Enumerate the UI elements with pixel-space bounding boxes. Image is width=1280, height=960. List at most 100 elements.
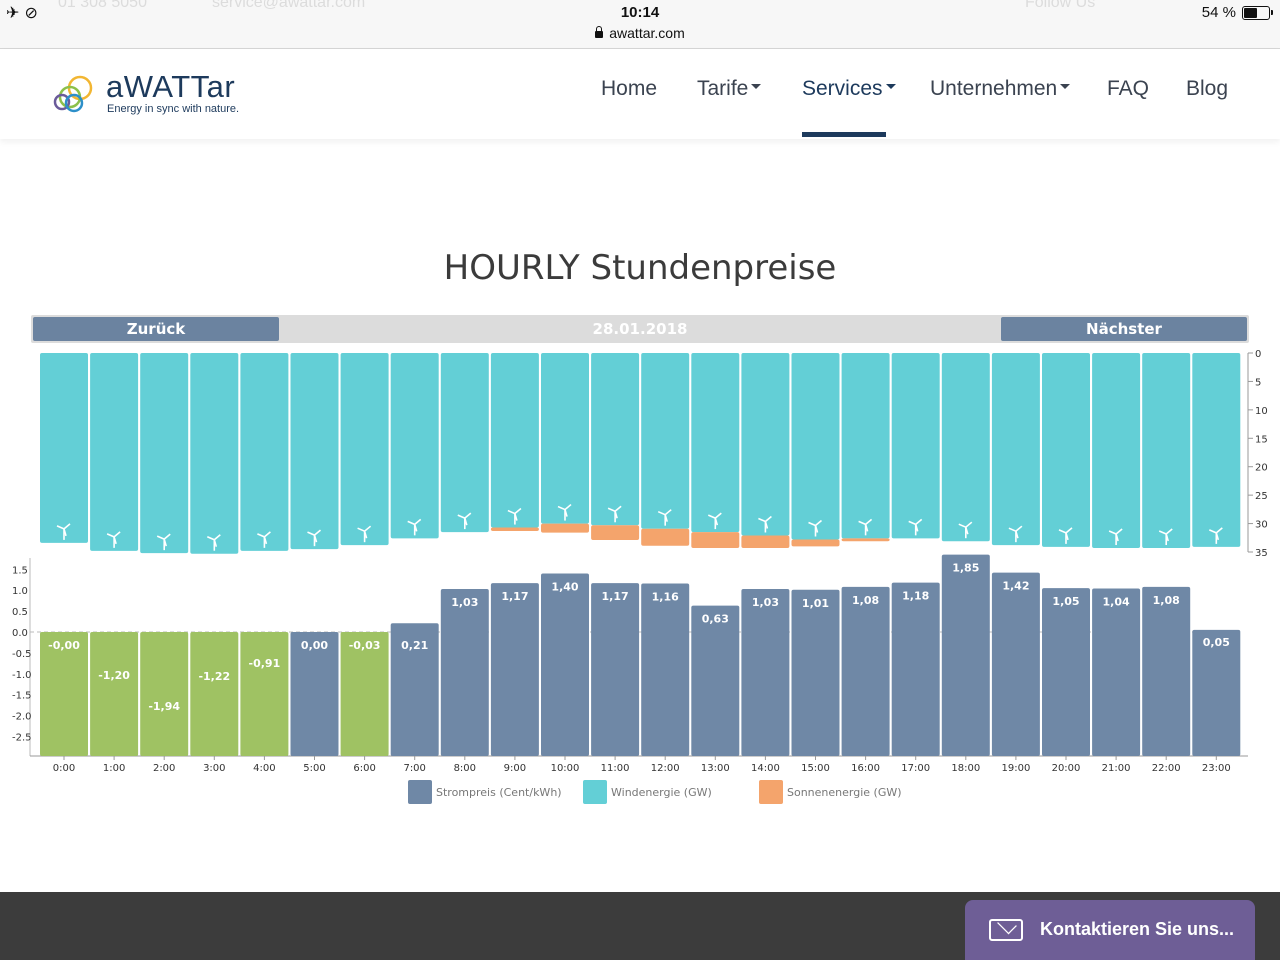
energy-axis-tick-label: 15 [1255, 434, 1268, 445]
x-axis-tick-label: 21:00 [1102, 763, 1131, 774]
wind-bar [891, 353, 940, 539]
wind-turbine-icon [1008, 525, 1023, 543]
price-axis-tick-label: -2.0 [12, 712, 32, 723]
wind-bar [991, 353, 1040, 546]
wind-turbine-icon [808, 519, 823, 537]
price-bar [440, 588, 489, 756]
nav-item-unternehmen[interactable]: Unternehmen [930, 77, 1071, 107]
wind-turbine-icon [206, 534, 221, 551]
wind-bar [941, 353, 990, 542]
price-value-label: 1,17 [501, 590, 528, 603]
price-value-label: 1,17 [602, 590, 629, 603]
price-bar [1042, 588, 1090, 756]
x-axis-tick-label: 12:00 [651, 763, 680, 774]
price-bar [240, 632, 289, 756]
wind-bar [140, 353, 189, 554]
nav-item-faq[interactable]: FAQ [1107, 77, 1149, 107]
wind-bar [1042, 353, 1090, 547]
price-bar [641, 583, 690, 756]
caret-down-icon [885, 83, 896, 89]
nav-item-home[interactable]: Home [601, 77, 657, 107]
nav-label: Home [601, 77, 658, 100]
wind-bar [1192, 353, 1241, 547]
wind-bar [40, 353, 88, 543]
solar-bar [741, 535, 790, 549]
price-value-label: 0,21 [401, 639, 428, 652]
wind-bar [240, 353, 289, 551]
wind-turbine-icon [457, 512, 472, 530]
wind-bar [390, 353, 439, 539]
prev-day-button[interactable]: Zurück [33, 317, 279, 341]
wind-turbine-icon [357, 525, 372, 543]
x-axis-tick-label: 5:00 [303, 763, 325, 774]
wind-turbine-icon [657, 509, 672, 526]
wind-bar [541, 353, 589, 524]
price-bar [541, 573, 589, 756]
solar-bar [841, 538, 890, 542]
price-bar [1142, 586, 1191, 756]
price-value-label: 0,00 [301, 639, 328, 652]
price-value-label: 1,03 [752, 596, 779, 609]
nav-item-blog[interactable]: Blog [1186, 77, 1228, 107]
logo-rings-icon [53, 75, 93, 113]
nav-item-services[interactable]: Services [802, 77, 896, 107]
wind-turbine-icon [307, 529, 322, 547]
nav-item-tarife[interactable]: Tarife [697, 77, 762, 107]
solar-bar [791, 539, 840, 547]
x-axis-tick-label: 8:00 [454, 763, 476, 774]
energy-axis-tick-label: 10 [1255, 406, 1268, 417]
price-value-label: 1,40 [551, 580, 578, 593]
airplane-mode-icon: ✈ ⊘ [6, 3, 38, 22]
wind-bar [741, 353, 790, 536]
wind-turbine-icon [106, 531, 121, 548]
x-axis-tick-label: 1:00 [103, 763, 125, 774]
x-axis-tick-label: 6:00 [353, 763, 375, 774]
nav-label: Unternehmen [930, 77, 1058, 100]
price-value-label: -1,94 [148, 700, 180, 713]
price-bar [741, 588, 790, 756]
current-date: 28.01.2018 [592, 320, 688, 338]
price-bar [390, 623, 439, 756]
price-axis-tick-label: 0.5 [12, 607, 28, 618]
price-value-label: -1,22 [198, 670, 230, 683]
wind-turbine-icon [557, 503, 572, 521]
wind-bar [290, 353, 339, 550]
wind-bar [340, 353, 389, 546]
ios-status-bar: ✈ ⊘ 01 308 5050 service@awattar.com Foll… [0, 0, 1280, 49]
price-value-label: 0,05 [1203, 636, 1230, 649]
wind-turbine-icon [908, 518, 923, 536]
price-axis-tick-label: -0.5 [12, 649, 32, 660]
price-value-label: 1,16 [652, 591, 679, 604]
price-bar [190, 632, 239, 756]
wind-turbine-icon [257, 531, 271, 548]
energy-axis-tick-label: 20 [1255, 463, 1268, 474]
price-bar [1192, 629, 1241, 756]
wind-bar [591, 353, 640, 526]
active-nav-indicator [802, 132, 886, 137]
energy-axis-tick-label: 30 [1255, 520, 1268, 531]
price-bar [791, 589, 840, 756]
x-axis-tick-label: 20:00 [1052, 763, 1081, 774]
price-bar [140, 632, 189, 756]
logo[interactable]: aWATTar Energy in sync with nature. [50, 69, 250, 121]
legend-label: Sonnenenergie (GW) [787, 786, 902, 799]
battery-percent: 54 % [1201, 4, 1236, 21]
next-day-button[interactable]: Nächster [1001, 317, 1247, 341]
address-bar[interactable]: awattar.com [0, 25, 1280, 41]
price-axis-tick-label: -2.5 [12, 733, 32, 744]
legend-swatch [583, 780, 607, 804]
price-value-label: 1,85 [952, 562, 979, 575]
lock-icon [595, 26, 604, 38]
wind-turbine-icon [1058, 527, 1073, 544]
nav-label: Services [802, 77, 883, 100]
wind-bar [90, 353, 139, 551]
price-value-label: -0,03 [349, 639, 381, 652]
wind-bar [841, 353, 890, 539]
x-axis-tick-label: 2:00 [153, 763, 175, 774]
wind-turbine-icon [1158, 528, 1173, 546]
x-axis-tick-label: 19:00 [1001, 763, 1030, 774]
site-header: aWATTar Energy in sync with nature. Home… [0, 49, 1280, 139]
wind-bar [641, 353, 690, 529]
price-bar [40, 632, 88, 756]
contact-button[interactable]: Kontaktieren Sie uns... [965, 900, 1255, 960]
